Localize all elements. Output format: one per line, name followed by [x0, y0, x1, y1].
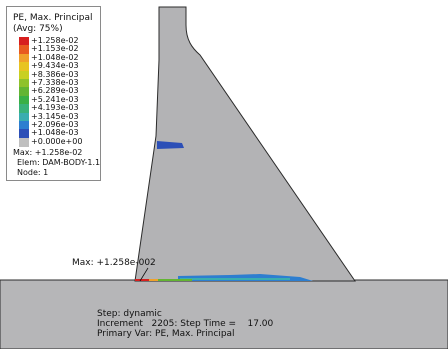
legend-swatch [19, 95, 29, 105]
legend-entry: +7.338e-03 [19, 78, 99, 88]
legend-swatch [19, 121, 29, 130]
contour-legend[interactable]: PE, Max. Principal (Avg: 75%) +1.258e-02… [6, 6, 101, 181]
legend-entry: +6.289e-03 [19, 86, 99, 97]
legend-max-value: Max: +1.258e-02 [13, 148, 83, 157]
damage-band-base-orange [146, 279, 158, 281]
legend-value: +1.048e-03 [31, 128, 79, 138]
legend-entry: +1.048e-02 [19, 52, 99, 63]
legend-value: +1.048e-02 [31, 52, 79, 62]
legend-entry: +2.096e-03 [19, 120, 99, 130]
legend-entry: +1.258e-02 [19, 36, 99, 46]
legend-value: +1.258e-02 [31, 36, 79, 45]
legend-value: +2.096e-03 [31, 120, 79, 129]
legend-entry: +4.193e-03 [19, 103, 99, 114]
legend-value: +3.145e-03 [31, 111, 79, 121]
legend-swatch [19, 45, 29, 55]
legend-entry: +8.386e-03 [19, 69, 99, 80]
legend-swatch [19, 87, 29, 97]
legend-swatch [19, 104, 29, 114]
legend-swatch [19, 62, 29, 72]
legend-entry: +5.241e-03 [19, 94, 99, 105]
dam-body [134, 6, 356, 282]
legend-averaging: (Avg: 75%) [13, 24, 63, 34]
damage-band-base-cyan [180, 278, 290, 280]
legend-value: +5.241e-03 [31, 94, 79, 104]
legend-entry: +3.145e-03 [19, 111, 99, 122]
legend-swatch [19, 79, 29, 88]
damage-band-base-red [135, 279, 149, 281]
legend-value: +1.153e-02 [31, 44, 79, 54]
status-primary-var: Primary Var: PE, Max. Principal [97, 329, 235, 339]
damage-band-upstream [157, 141, 184, 149]
legend-swatch [19, 37, 29, 46]
legend-swatch [19, 53, 29, 63]
legend-entry: +9.434e-03 [19, 61, 99, 72]
legend-max-node: Node: 1 [17, 168, 49, 177]
legend-title: PE, Max. Principal [13, 13, 93, 23]
max-value-annotation: Max: +1.258e-002 [72, 258, 156, 268]
legend-entry: +1.048e-03 [19, 128, 99, 139]
legend-value: +0.000e+00 [31, 136, 83, 146]
legend-value: +4.193e-03 [31, 103, 79, 113]
legend-value: +6.289e-03 [31, 86, 79, 96]
legend-swatch [19, 70, 29, 80]
max-leader-line [139, 267, 149, 282]
legend-value: +9.434e-03 [31, 61, 79, 71]
status-step: Step: dynamic [97, 309, 162, 319]
legend-value: +7.338e-03 [31, 78, 79, 87]
legend-value: +8.386e-03 [31, 69, 79, 79]
legend-entry: +0.000e+00 [19, 136, 99, 147]
legend-swatch [19, 137, 29, 147]
status-increment: Increment 2205: Step Time = 17.00 [97, 319, 274, 329]
legend-swatch [19, 112, 29, 122]
legend-entry: +1.153e-02 [19, 44, 99, 55]
legend-swatch [19, 129, 29, 139]
legend-max-element: Elem: DAM-BODY-1.1 [17, 158, 101, 167]
damage-band-base-green [152, 279, 192, 281]
